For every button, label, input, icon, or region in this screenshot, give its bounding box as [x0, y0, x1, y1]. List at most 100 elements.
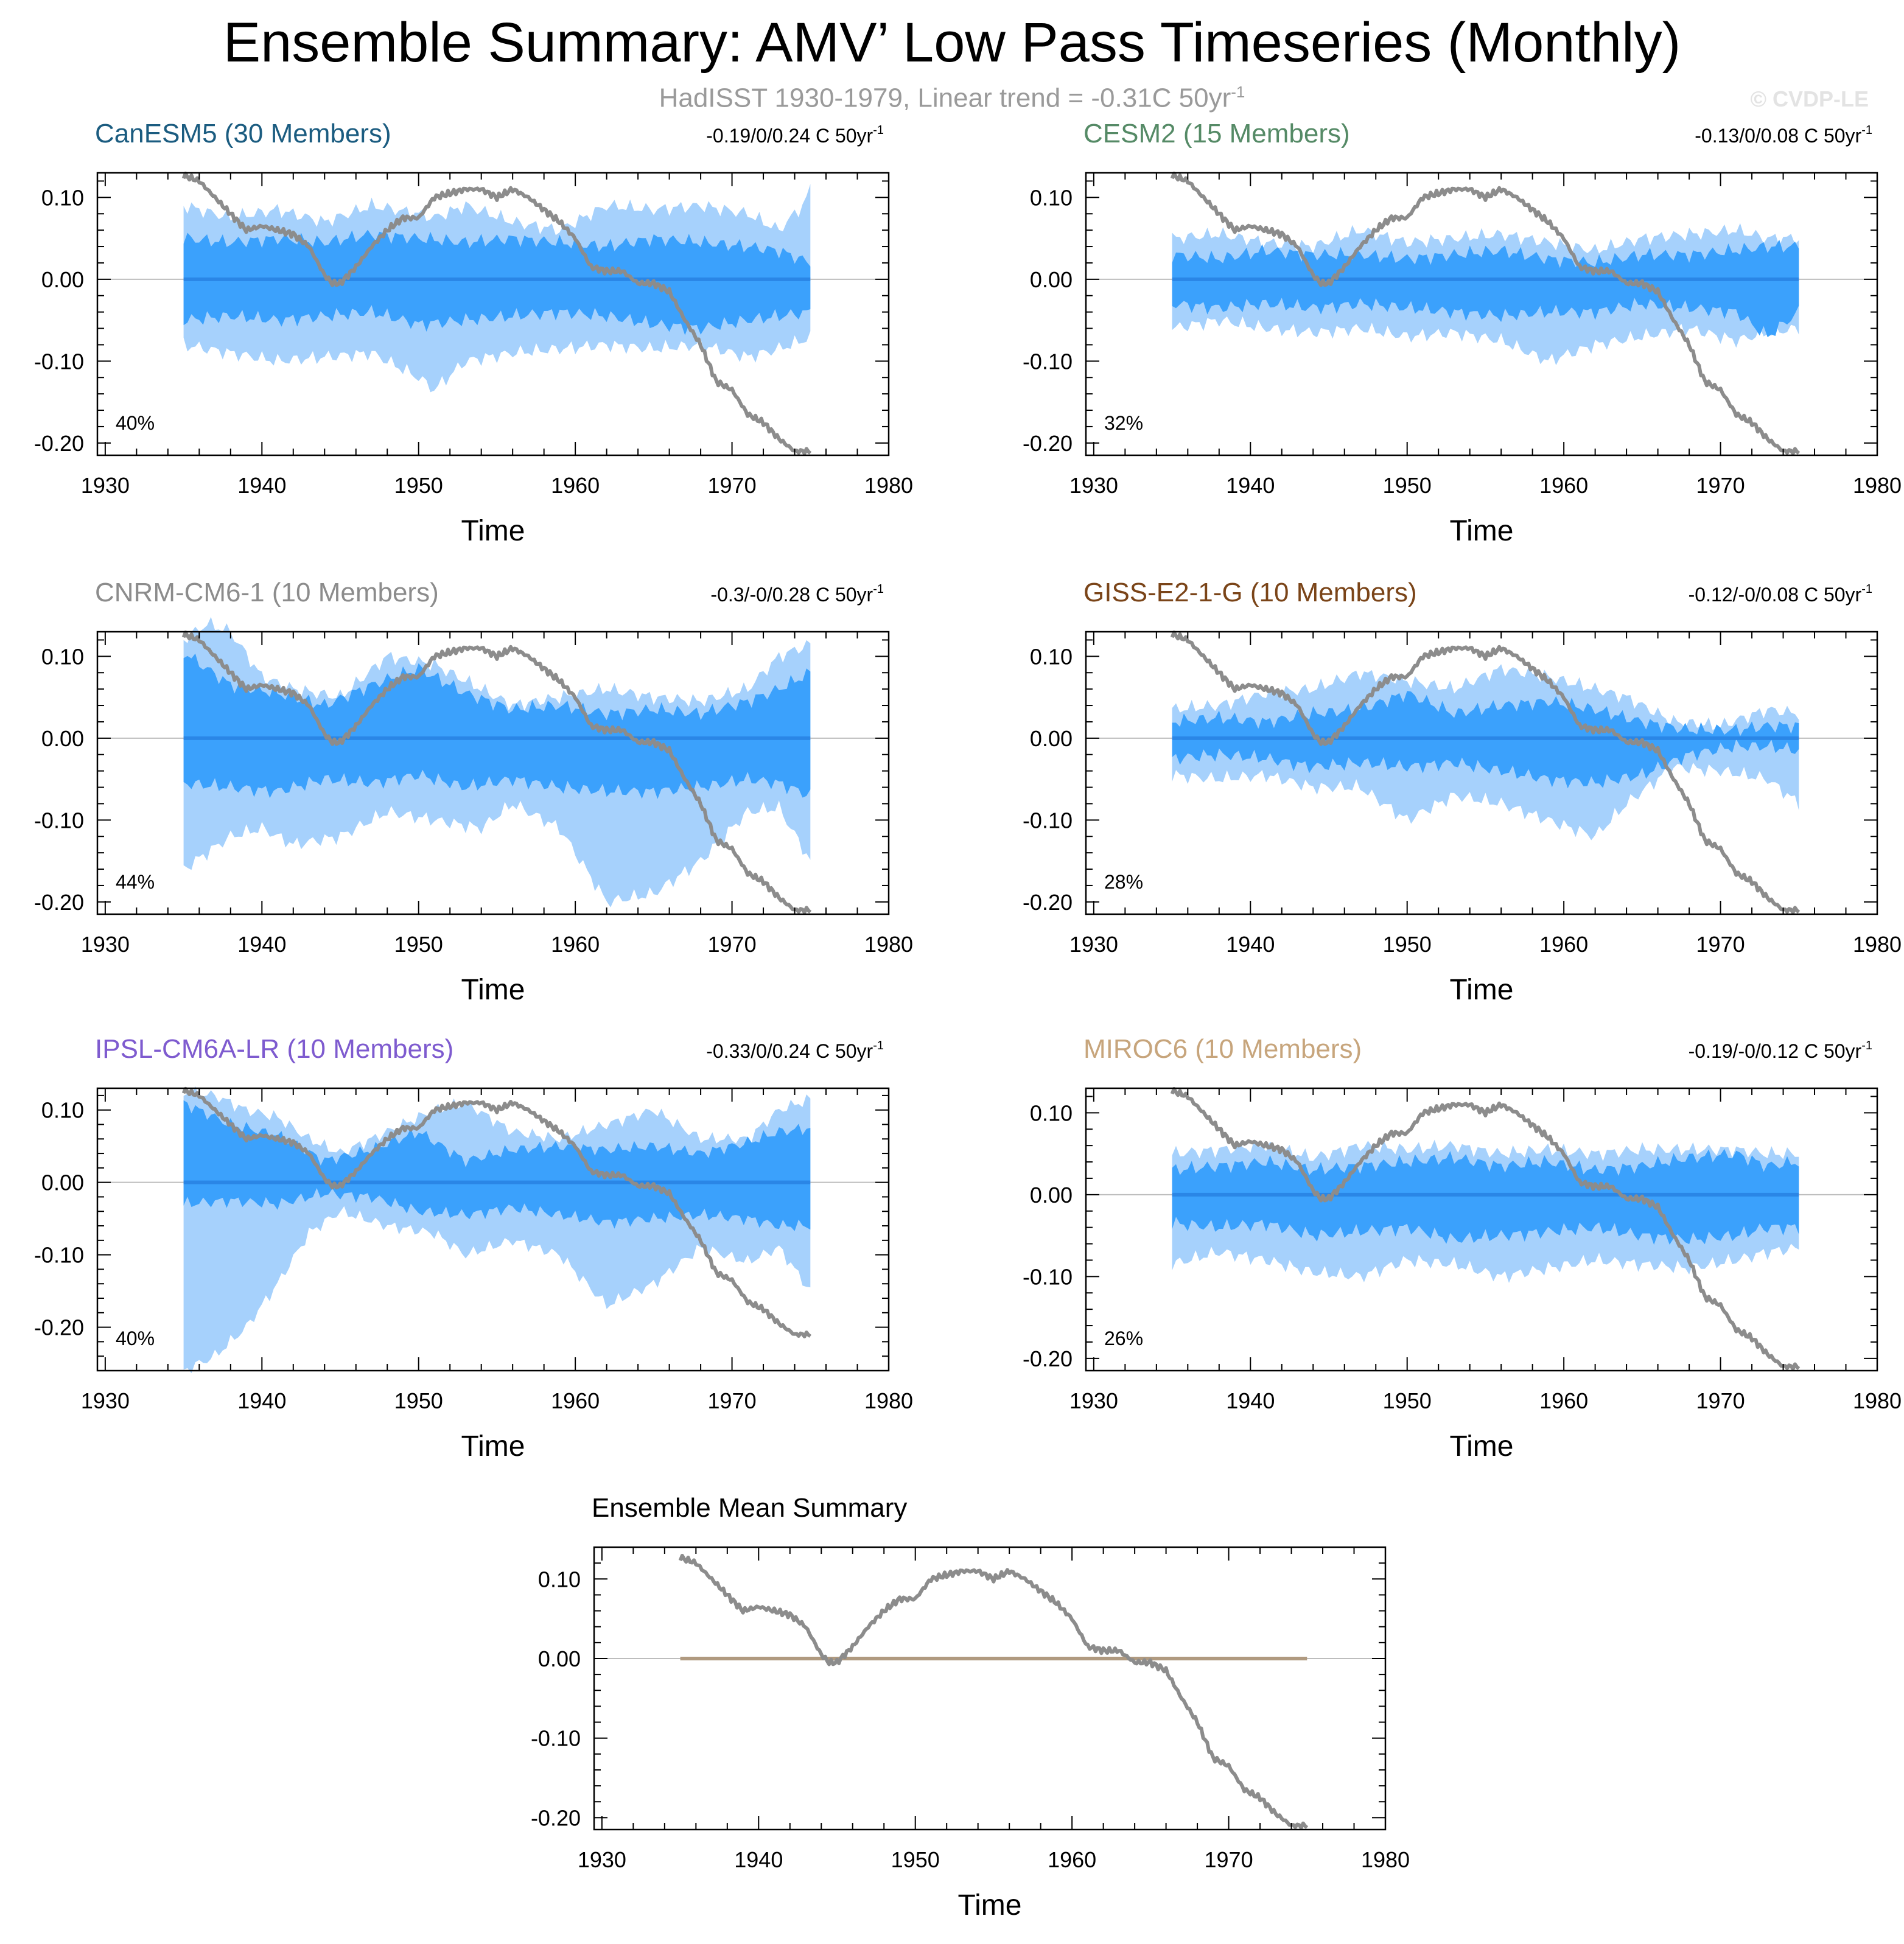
percent-label: 28% — [1104, 871, 1143, 893]
y-tick-label: 0.10 — [41, 1098, 84, 1123]
y-tick-label: 0.10 — [1030, 644, 1073, 669]
plot-frame — [96, 172, 890, 456]
trend-exponent: -1 — [873, 1039, 884, 1052]
y-tick-label: -0.10 — [1023, 1264, 1073, 1289]
observed-hadisst-line — [678, 1553, 1309, 1830]
trend-exponent: -1 — [1861, 124, 1872, 137]
plot-frame — [96, 631, 890, 915]
x-axis-label: Time — [958, 1889, 1022, 1921]
inner-band — [1172, 1149, 1799, 1245]
y-tick-label: -0.20 — [1023, 431, 1073, 456]
x-tick-label: 1960 — [551, 932, 600, 957]
y-tick-label: 0.00 — [1030, 267, 1073, 292]
x-tick-label: 1960 — [1539, 1388, 1588, 1413]
x-tick-label: 1980 — [864, 473, 913, 498]
observed-hadisst-line — [1170, 630, 1801, 915]
subtitle-text: HadISST 1930-1979, Linear trend = -0.31C… — [659, 83, 1231, 113]
y-tick-label: 0.00 — [538, 1646, 581, 1671]
subtitle-exponent: -1 — [1231, 83, 1245, 101]
x-tick-label: 1950 — [394, 473, 443, 498]
y-tick-label: 0.00 — [1030, 726, 1073, 751]
x-tick-label: 1940 — [734, 1847, 783, 1872]
x-tick-label: 1940 — [237, 932, 286, 957]
plot-frame — [593, 1546, 1387, 1831]
x-tick-label: 1970 — [1696, 932, 1745, 957]
x-tick-label: 1960 — [1539, 932, 1588, 957]
x-tick-label: 1970 — [708, 932, 757, 957]
y-tick-label: -0.20 — [1023, 1346, 1073, 1371]
x-tick-label: 1980 — [1853, 1388, 1902, 1413]
y-tick-label: 0.10 — [538, 1567, 581, 1592]
percent-label: 44% — [116, 871, 155, 893]
percent-label: 26% — [1104, 1327, 1143, 1349]
percent-label: 40% — [116, 1327, 155, 1349]
x-tick-label: 1950 — [394, 932, 443, 957]
panel-title: CanESM5 (30 Members) — [95, 119, 391, 149]
plot-frame — [1085, 1087, 1878, 1372]
x-tick-label: 1940 — [1226, 932, 1275, 957]
main-title: Ensemble Summary: AMV’ Low Pass Timeseri… — [223, 12, 1681, 74]
observed-hadisst-line — [181, 1086, 812, 1338]
outer-band — [183, 1086, 811, 1374]
x-axis-label: Time — [461, 974, 525, 1006]
trend-label: -0.19/-0/0.12 C 50yr-1 — [1689, 1039, 1872, 1062]
trend-label: -0.19/0/0.24 C 50yr-1 — [706, 124, 884, 147]
panel-title: MIROC6 (10 Members) — [1083, 1034, 1362, 1064]
x-axis-label: Time — [461, 1430, 525, 1463]
trend-label: -0.3/-0/0.28 C 50yr-1 — [710, 582, 884, 606]
x-tick-label: 1970 — [1696, 1388, 1745, 1413]
y-tick-label: -0.10 — [1023, 808, 1073, 833]
plot-frame — [96, 1087, 890, 1372]
plot-frame — [1085, 172, 1878, 456]
y-tick-label: 0.10 — [41, 185, 84, 210]
x-tick-label: 1980 — [864, 1388, 913, 1413]
x-tick-label: 1980 — [864, 932, 913, 957]
x-tick-label: 1930 — [1069, 1388, 1118, 1413]
chart-panel-4: 1930 1940 1950 1960 1970 1980 0.10 0.00 -0.10 -0.… — [1023, 578, 1902, 1006]
x-tick-label: 1940 — [1226, 473, 1275, 498]
y-tick-label: 0.00 — [41, 267, 84, 292]
percent-label: 32% — [1104, 412, 1143, 434]
y-tick-label: 0.00 — [41, 1170, 84, 1195]
x-tick-label: 1970 — [1205, 1847, 1253, 1872]
trend-value: -0.3/-0/0.28 C 50yr — [710, 584, 873, 606]
x-tick-label: 1960 — [551, 473, 600, 498]
x-tick-label: 1970 — [708, 1388, 757, 1413]
observed-hadisst-line — [181, 171, 812, 456]
x-axis-label: Time — [1450, 515, 1514, 547]
x-tick-label: 1960 — [1539, 473, 1588, 498]
y-tick-label: -0.10 — [34, 349, 84, 374]
x-tick-label: 1960 — [1048, 1847, 1096, 1872]
x-tick-label: 1980 — [1361, 1847, 1410, 1872]
x-tick-label: 1930 — [81, 473, 130, 498]
y-tick-label: -0.10 — [34, 1243, 84, 1268]
y-tick-label: -0.20 — [34, 431, 84, 456]
observed-hadisst-line — [181, 630, 812, 915]
x-tick-label: 1950 — [1383, 1388, 1432, 1413]
plot-frame — [1085, 631, 1878, 915]
x-tick-label: 1980 — [1853, 932, 1902, 957]
trend-value: -0.33/0/0.24 C 50yr — [706, 1040, 873, 1062]
chart-panel-6: 1930 1940 1950 1960 1970 1980 0.10 0.00 -0.10 -0.… — [1023, 1034, 1902, 1463]
chart-panel-3: 1930 1940 1950 1960 1970 1980 0.10 0.00 -0.10 -0.… — [34, 578, 913, 1006]
trend-value: -0.13/0/0.08 C 50yr — [1695, 125, 1861, 147]
x-tick-label: 1940 — [1226, 1388, 1275, 1413]
inner-band — [183, 1100, 811, 1231]
y-tick-label: -0.10 — [531, 1726, 581, 1751]
x-tick-label: 1930 — [1069, 932, 1118, 957]
subtitle: HadISST 1930-1979, Linear trend = -0.31C… — [0, 83, 1904, 114]
trend-exponent: -1 — [873, 582, 884, 596]
x-tick-label: 1940 — [237, 473, 286, 498]
x-tick-label: 1930 — [81, 932, 130, 957]
x-tick-label: 1960 — [551, 1388, 600, 1413]
x-axis-label: Time — [1450, 1430, 1514, 1463]
x-tick-label: 1950 — [394, 1388, 443, 1413]
y-tick-label: 0.00 — [41, 726, 84, 751]
panel-title: CNRM-CM6-1 (10 Members) — [95, 578, 439, 607]
observed-hadisst-line — [1170, 171, 1801, 456]
y-tick-label: 0.00 — [1030, 1183, 1073, 1208]
observed-hadisst-line — [1170, 1086, 1801, 1371]
x-tick-label: 1970 — [1696, 473, 1745, 498]
trend-value: -0.12/-0/0.08 C 50yr — [1689, 584, 1862, 606]
x-tick-label: 1930 — [81, 1388, 130, 1413]
